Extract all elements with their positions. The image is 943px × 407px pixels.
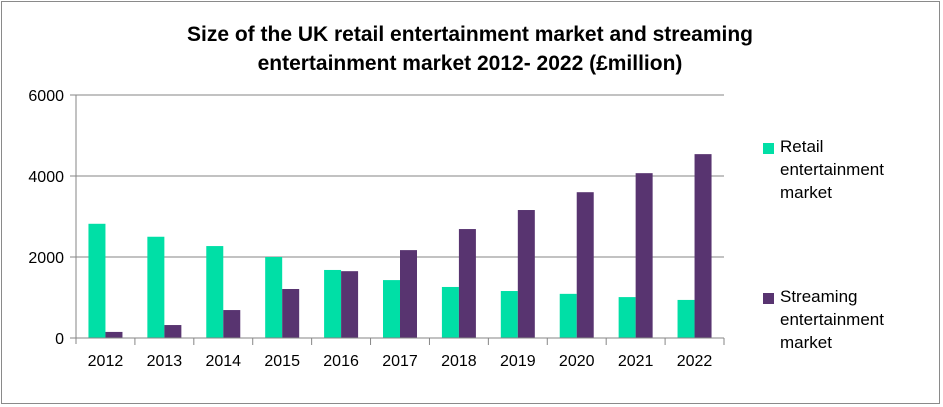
x-tick-label: 2017 [382, 353, 418, 370]
y-tick-label: 6000 [28, 88, 64, 105]
bar-retail-2016 [324, 269, 342, 338]
bar-streaming-2018 [458, 229, 476, 338]
y-tick-label: 4000 [28, 169, 64, 186]
x-tick-label: 2013 [147, 353, 183, 370]
bar-streaming-2021 [635, 173, 653, 338]
bar-retail-2012 [88, 223, 106, 338]
y-tick-label: 0 [55, 331, 64, 348]
bar-retail-2018 [441, 286, 459, 338]
x-tick-label: 2022 [677, 353, 713, 370]
bar-retail-2013 [147, 236, 165, 338]
x-tick-label: 2019 [500, 353, 536, 370]
bar-streaming-2016 [341, 271, 359, 338]
x-tick-label: 2018 [441, 353, 477, 370]
bar-streaming-2014 [223, 310, 241, 338]
title-line-2: entertainment market 2012- 2022 (£millio… [257, 52, 683, 75]
x-tick-label: 2015 [264, 353, 300, 370]
bar-retail-2017 [383, 280, 400, 338]
x-tick-label: 2016 [323, 353, 359, 370]
chart-title: Size of the UK retail entertainment mark… [150, 20, 790, 78]
bar-streaming-2013 [164, 325, 182, 338]
y-tick-label: 2000 [28, 250, 64, 267]
bar-streaming-2015 [282, 288, 300, 338]
x-tick-label: 2014 [205, 353, 241, 370]
bar-retail-2020 [559, 293, 577, 338]
bar-retail-2022 [677, 299, 695, 338]
title-line-1: Size of the UK retail entertainment mark… [187, 23, 753, 46]
x-tick-label: 2020 [559, 353, 595, 370]
bar-streaming-2017 [400, 250, 417, 338]
bar-streaming-2020 [576, 192, 594, 338]
x-tick-label: 2012 [88, 353, 124, 370]
legend-label-retail: Retail entertainment market [780, 137, 884, 202]
legend-swatch-streaming [763, 293, 774, 304]
bar-streaming-2012 [105, 331, 123, 338]
bar-retail-2015 [265, 257, 283, 338]
legend-swatch-retail [763, 143, 774, 154]
bar-retail-2021 [618, 297, 636, 338]
bar-retail-2014 [206, 246, 224, 338]
x-tick-label: 2021 [618, 353, 654, 370]
bar-retail-2019 [500, 291, 518, 338]
bar-streaming-2022 [694, 154, 712, 338]
legend-label-streaming: Streaming entertainment market [780, 287, 884, 352]
bar-streaming-2019 [517, 210, 535, 338]
